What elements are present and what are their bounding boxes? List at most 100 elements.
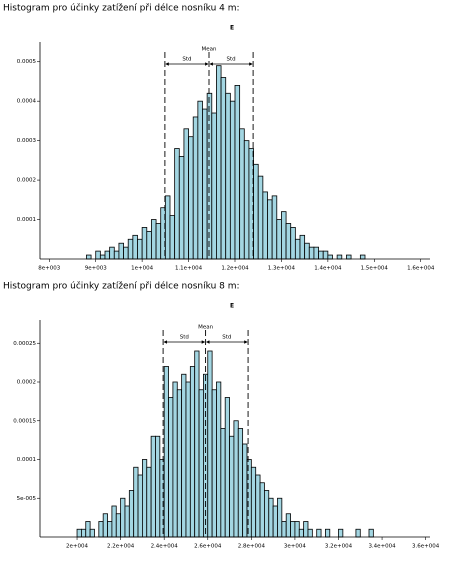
bar — [229, 100, 236, 260]
bar — [336, 254, 343, 260]
bar — [142, 459, 148, 538]
bar — [137, 238, 143, 260]
bar — [250, 466, 257, 538]
bar — [176, 389, 183, 538]
bar — [194, 350, 200, 538]
bar — [150, 435, 156, 538]
bar — [237, 428, 244, 538]
bar — [98, 521, 104, 538]
bar — [164, 195, 171, 260]
x-tick-label: 1.3e+004 — [268, 266, 296, 272]
bar — [299, 234, 306, 260]
y-tick-label: 5e-005 — [17, 496, 37, 502]
bar — [198, 389, 204, 538]
bar — [285, 223, 292, 260]
bar — [325, 528, 331, 538]
mean-label: Mean — [202, 47, 217, 53]
y-tick-label: 0.0003 — [17, 138, 37, 144]
x-tick-label: 2.2e+004 — [107, 544, 135, 550]
bar — [253, 163, 259, 260]
bar — [141, 227, 148, 260]
bar — [246, 459, 252, 538]
bar — [146, 230, 152, 260]
bar — [242, 443, 248, 538]
bar — [178, 156, 185, 260]
bar — [281, 521, 287, 538]
std-label: Std — [180, 335, 189, 341]
bar — [133, 466, 139, 538]
bar — [197, 100, 203, 260]
bar — [155, 435, 161, 538]
std-label: Std — [222, 335, 231, 341]
bar — [188, 136, 194, 260]
x-tick-label: 1e+004 — [131, 266, 153, 272]
bar — [243, 140, 250, 260]
bar — [211, 112, 217, 260]
x-tick-label: 2.8e+004 — [238, 544, 266, 550]
bar — [234, 85, 241, 260]
bar — [264, 490, 270, 538]
bar — [146, 466, 152, 538]
bar — [172, 381, 178, 538]
chart-title: E — [230, 303, 234, 310]
bar — [132, 234, 138, 260]
bar — [318, 250, 324, 260]
bar — [189, 366, 196, 538]
x-tick-label: 2.6e+004 — [194, 544, 222, 550]
bar — [224, 397, 230, 538]
bar — [307, 528, 313, 538]
x-tick-label: 8e+003 — [38, 266, 60, 272]
y-tick-label: 0.0002 — [17, 178, 36, 184]
bar — [294, 238, 301, 260]
bar — [113, 250, 120, 260]
bar — [294, 521, 300, 538]
y-tick-label: 0.00025 — [13, 341, 36, 347]
y-tick-label: 0.0004 — [17, 99, 37, 105]
bar — [115, 513, 122, 538]
bar — [220, 77, 227, 260]
bar — [233, 420, 239, 538]
bar — [268, 497, 274, 538]
bar — [259, 482, 265, 538]
std-label: Std — [182, 57, 191, 63]
bar — [285, 513, 291, 538]
bar — [109, 246, 115, 260]
bar — [168, 397, 174, 538]
bar — [271, 195, 278, 260]
bar — [216, 381, 222, 538]
bar — [118, 242, 124, 260]
bar — [151, 219, 157, 260]
bar — [169, 215, 176, 260]
bar — [316, 528, 322, 538]
bar — [155, 223, 162, 260]
bar — [277, 497, 283, 538]
x-tick-label: 3e+004 — [284, 544, 306, 550]
bar — [192, 116, 199, 260]
bar — [124, 505, 130, 538]
bar — [211, 389, 217, 538]
bar — [159, 459, 165, 538]
bar — [111, 505, 117, 538]
bar — [163, 366, 169, 538]
bar — [202, 108, 208, 260]
bar — [267, 199, 273, 260]
bar — [183, 128, 189, 260]
bar — [359, 254, 366, 260]
bar — [338, 528, 344, 538]
bar — [229, 435, 235, 538]
x-tick-label: 1.5e+004 — [361, 266, 389, 272]
bar — [308, 246, 315, 260]
bar — [181, 373, 187, 538]
bar — [137, 474, 143, 538]
chart-heading: Histogram pro účinky zatížení při délce … — [3, 3, 240, 14]
bar — [322, 250, 329, 260]
bar — [185, 381, 191, 538]
x-tick-label: 2e+004 — [66, 544, 88, 550]
bar — [257, 175, 264, 260]
x-tick-label: 3.6e+004 — [412, 544, 440, 550]
chart-title: E — [230, 25, 234, 32]
bar — [303, 521, 309, 538]
bar — [104, 250, 111, 260]
